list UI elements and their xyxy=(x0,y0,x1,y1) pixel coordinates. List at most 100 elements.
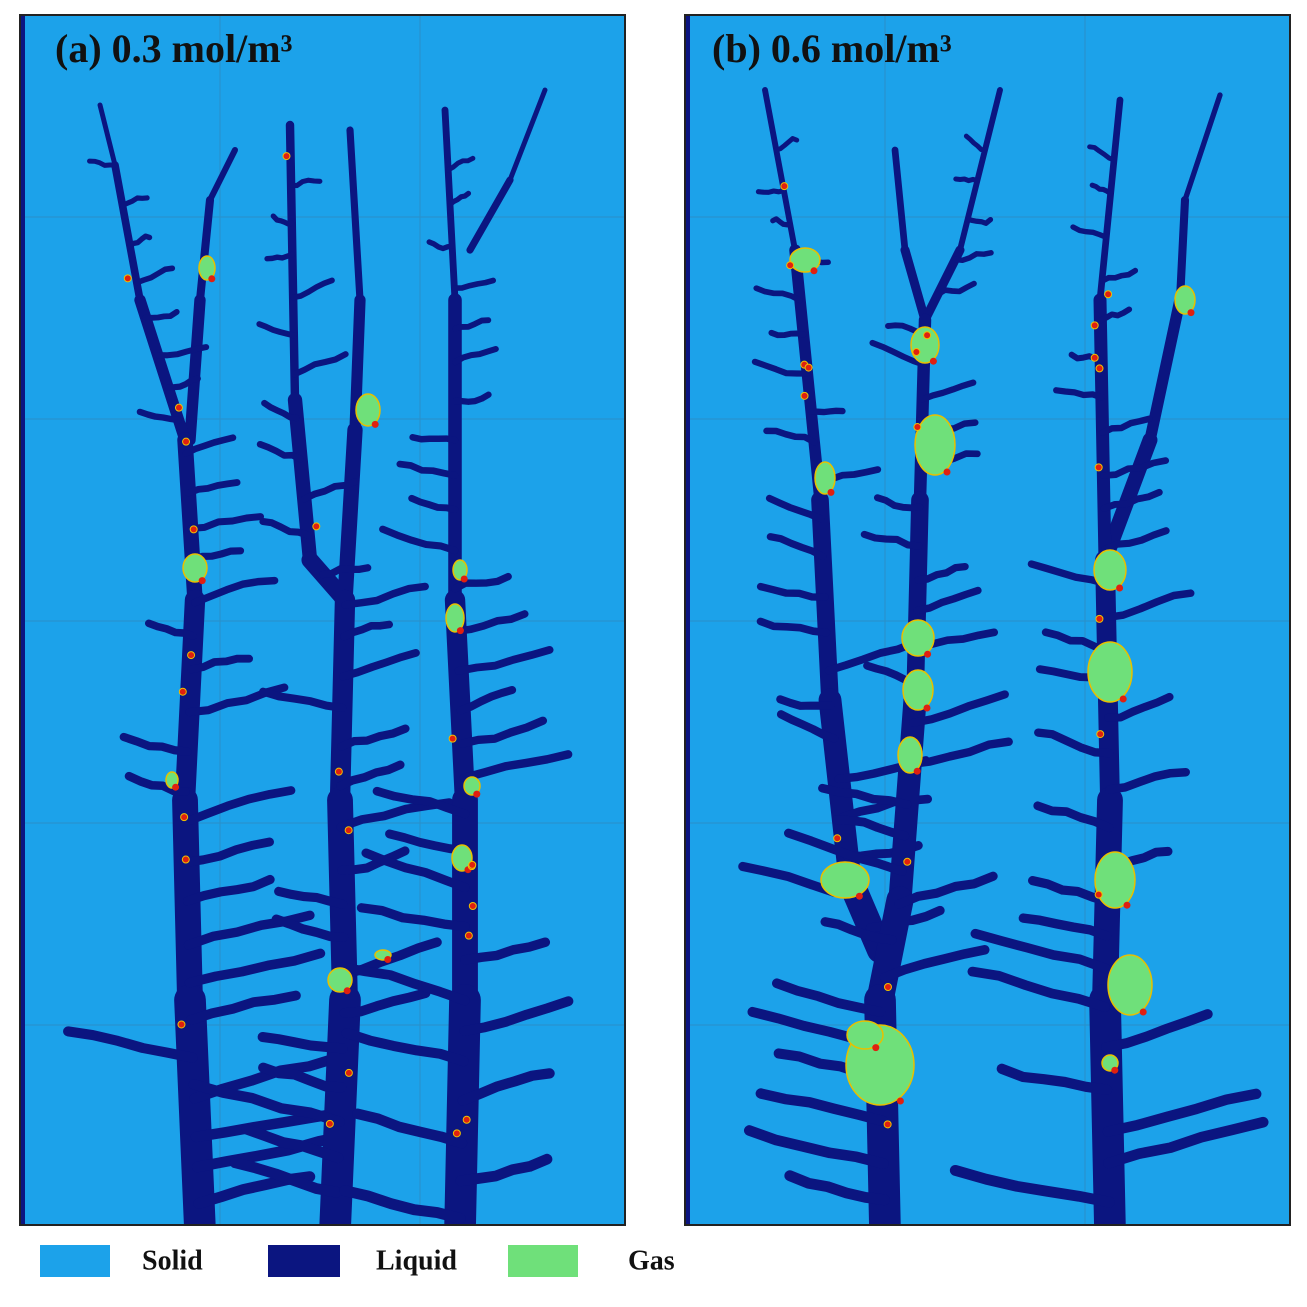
panel-frame xyxy=(19,14,626,1226)
dendrite-branch xyxy=(1097,306,1133,324)
dendrite-branch xyxy=(1034,728,1114,758)
interface-dot xyxy=(462,1115,471,1124)
legend-swatch xyxy=(268,1245,340,1277)
dendrite-branch xyxy=(452,610,529,636)
dendrite-trunk xyxy=(174,984,216,1225)
gas-bubble xyxy=(814,461,836,495)
dendrite-branch xyxy=(259,687,347,712)
interface-dot xyxy=(943,468,951,476)
dendrite-branch xyxy=(426,239,455,252)
dendrite-trunk xyxy=(866,886,914,1014)
dendrite-branch xyxy=(1104,692,1174,722)
dendrite-branch xyxy=(63,1026,198,1063)
dendrite-branch xyxy=(873,494,924,512)
dendrite-trunk xyxy=(97,102,118,168)
dendrite-branch xyxy=(967,966,1111,1013)
dendrite-branch xyxy=(818,783,912,809)
dendrite-branch xyxy=(409,434,459,444)
legend-swatch xyxy=(40,1245,110,1277)
dendrite-trunk xyxy=(206,146,239,204)
legend-label: Gas xyxy=(628,1245,675,1276)
dendrite-branch xyxy=(460,937,551,965)
dendrite-branch xyxy=(743,1125,889,1169)
gas-bubble xyxy=(355,393,381,427)
legend-label: Solid xyxy=(142,1245,203,1276)
dendrite-trunk xyxy=(1182,92,1223,203)
interface-dot xyxy=(189,525,198,534)
interface-dot xyxy=(1104,290,1113,299)
dendrite-branch xyxy=(182,434,237,457)
interface-dot xyxy=(371,420,379,428)
gas-bubble xyxy=(1174,285,1196,315)
gas-bubble xyxy=(198,255,216,281)
dendrite-branch xyxy=(765,494,825,523)
interface-dot xyxy=(872,1044,880,1052)
interface-dot xyxy=(833,834,842,843)
interface-dot xyxy=(1090,353,1099,362)
dendrite-branch xyxy=(256,321,297,339)
gas-bubble xyxy=(452,559,468,581)
interface-dot xyxy=(913,423,922,432)
dendrite-trunk xyxy=(906,491,929,709)
interface-dot xyxy=(178,687,187,696)
dendrite-trunk xyxy=(888,688,927,912)
dendrite-branch xyxy=(755,1088,888,1127)
dendrite-branch xyxy=(270,213,295,227)
dendrite-branch xyxy=(1089,182,1114,197)
interface-dot xyxy=(473,790,481,798)
dendrite-trunk xyxy=(900,245,930,325)
dendrite-branch xyxy=(187,513,265,533)
dendrite-branch xyxy=(963,133,988,153)
interface-dot xyxy=(912,348,921,357)
dendrite-branch xyxy=(184,948,326,988)
interface-dot xyxy=(883,983,892,992)
dendrite-branch xyxy=(339,988,431,1018)
interface-dot xyxy=(1123,901,1131,909)
interface-dot xyxy=(123,274,132,283)
dendrite-branch xyxy=(996,1063,1113,1095)
gas-bubble xyxy=(445,603,465,633)
dendrite-branch xyxy=(459,750,573,783)
interface-dot xyxy=(786,261,795,270)
gas-bubble xyxy=(1087,641,1133,703)
dendrite-branch xyxy=(1028,876,1113,907)
dendrite-branch xyxy=(456,685,517,715)
dendrite-branch xyxy=(1100,457,1170,479)
interface-dot xyxy=(1116,584,1124,592)
dendrite-branch xyxy=(142,308,180,321)
dendrite-branch xyxy=(133,265,176,286)
interface-dot xyxy=(896,1097,904,1105)
dendrite-branch xyxy=(458,716,548,748)
gas-bubble xyxy=(1107,954,1153,1016)
dendrite-branch xyxy=(824,638,920,675)
interface-dot xyxy=(924,650,932,658)
dendrite-trunk xyxy=(466,176,514,254)
interface-dot xyxy=(468,860,477,869)
dendrite-branch xyxy=(408,494,459,514)
interface-dot xyxy=(923,704,931,712)
dendrite-branch xyxy=(869,339,927,368)
dendrite-branch xyxy=(319,564,372,579)
dendrite-branch xyxy=(451,345,499,366)
gas-bubble xyxy=(1093,549,1127,591)
dendrite-branch xyxy=(271,914,349,943)
interface-dot xyxy=(334,767,343,776)
dendrite-branch xyxy=(445,155,476,173)
dendrite-branch xyxy=(1099,415,1153,436)
legend-swatch xyxy=(508,1245,578,1277)
interface-dot xyxy=(1094,890,1103,899)
dendrite-trunk xyxy=(957,87,1003,253)
edge-liquid xyxy=(685,15,690,1225)
interface-dot xyxy=(800,391,809,400)
dendrite-branch xyxy=(459,996,574,1036)
dendrite-branch xyxy=(379,525,459,555)
dendrite-branch xyxy=(119,732,192,756)
gas-bubble xyxy=(451,844,473,872)
dendrite-branch xyxy=(288,177,323,189)
dendrite-branch xyxy=(256,440,304,463)
interface-dot xyxy=(456,627,464,635)
interface-dot xyxy=(1094,463,1103,472)
interface-dot xyxy=(177,1020,186,1029)
dendrite-branch xyxy=(768,329,807,339)
